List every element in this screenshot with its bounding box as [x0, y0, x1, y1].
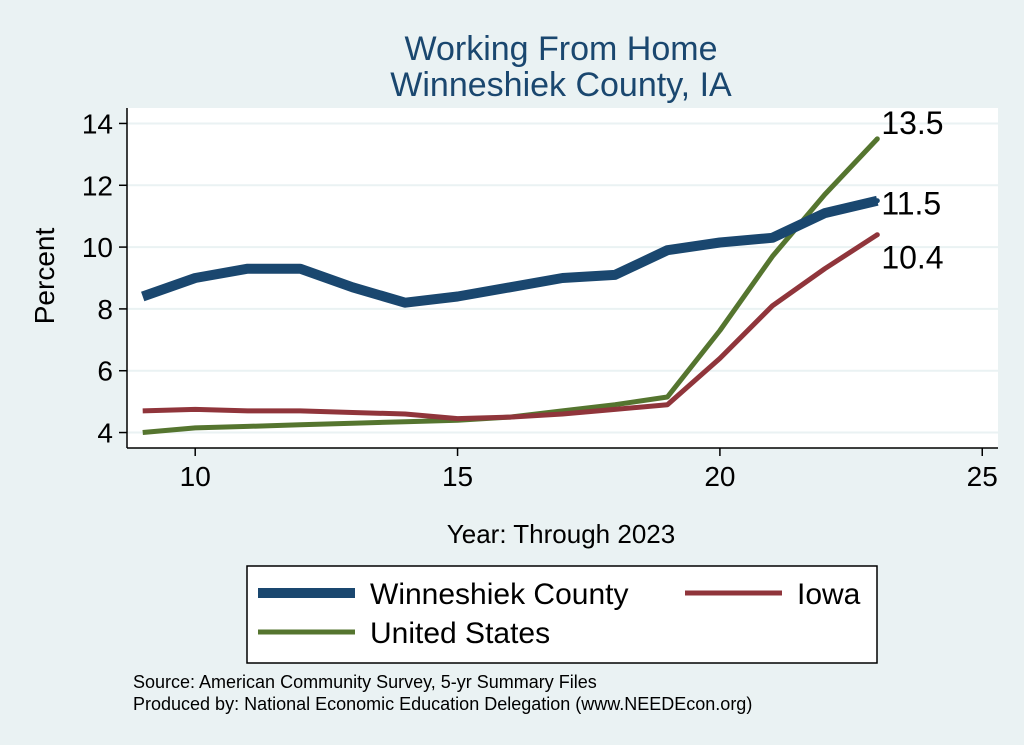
producer-note: Produced by: National Economic Education… [133, 694, 752, 714]
series-lines [141, 136, 880, 435]
series-end-marker-iowa [874, 232, 880, 238]
y-tick-label: 12 [82, 170, 113, 201]
y-tick-label: 10 [82, 232, 113, 263]
series-line-winneshiek-county [141, 195, 879, 308]
legend-label-iowa: Iowa [797, 578, 861, 611]
y-axis-title: Percent [29, 228, 60, 325]
legend-label-winneshiek-county: Winneshiek County [370, 578, 628, 611]
series-end-marker-united-states [874, 136, 880, 142]
legend-box [246, 565, 878, 664]
x-tick-label: 20 [704, 461, 735, 492]
y-tick-label: 6 [97, 356, 113, 387]
series-line-iowa [142, 232, 879, 422]
source-note: Source: American Community Survey, 5-yr … [133, 672, 597, 692]
end-label-united-states: 13.5 [881, 105, 943, 141]
end-labels: 11.5 10.4 13.5 [881, 105, 943, 276]
chart-subtitle: Winneshiek County, IA [390, 66, 732, 104]
axes: 4 6 8 10 12 14 10 15 20 25 [82, 108, 998, 492]
x-tick-label: 15 [442, 461, 473, 492]
x-tick-label: 25 [967, 461, 998, 492]
legend: Winneshiek County Iowa United States [246, 565, 878, 664]
end-label-winneshiek-county: 11.5 [881, 186, 941, 222]
end-label-iowa: 10.4 [881, 240, 943, 276]
y-tick-label: 14 [82, 108, 113, 139]
grid-lines [127, 122, 998, 434]
legend-label-united-states: United States [370, 617, 550, 650]
y-tick-label: 8 [97, 294, 113, 325]
y-tick-label: 4 [97, 418, 113, 449]
x-tick-label: 10 [180, 461, 211, 492]
x-axis-title: Year: Through 2023 [447, 519, 675, 549]
chart-title: Working From Home [405, 30, 718, 68]
series-end-marker-winneshiek-county [874, 198, 880, 204]
